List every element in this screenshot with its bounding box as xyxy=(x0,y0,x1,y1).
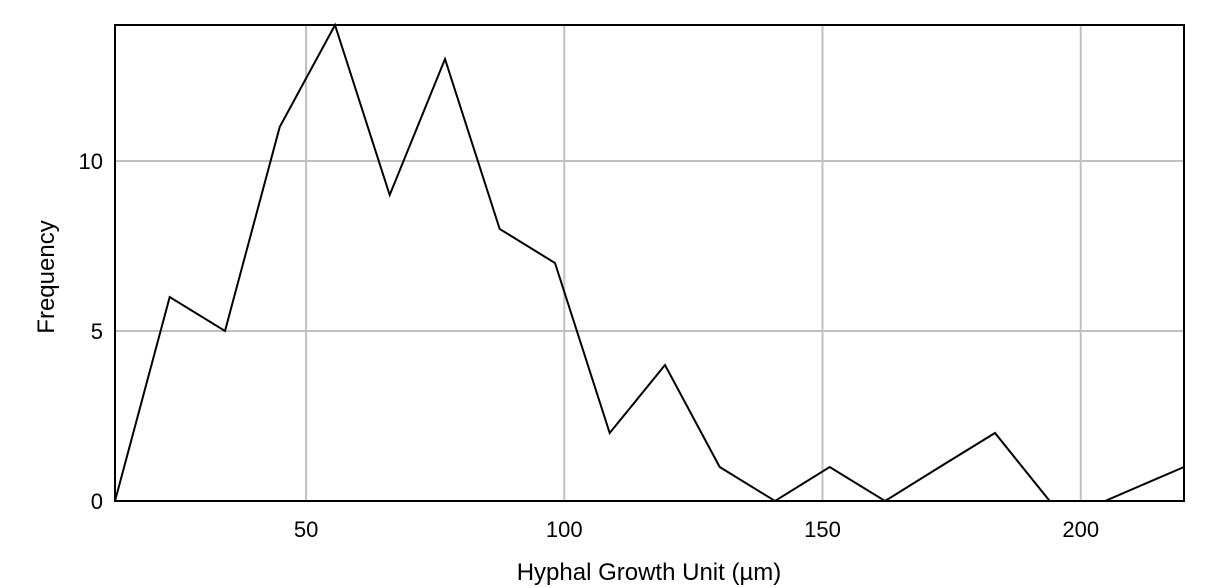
x-tick-label: 200 xyxy=(1062,517,1099,542)
plot-frame xyxy=(114,24,1185,502)
x-tick-label: 150 xyxy=(804,517,841,542)
data-points xyxy=(115,25,1184,501)
y-tick-label: 10 xyxy=(79,149,103,174)
x-tick-label: 100 xyxy=(546,517,583,542)
x-tick-labels: 50 100 150 200 xyxy=(294,517,1099,542)
y-tick-labels: 0 5 10 xyxy=(79,149,103,514)
series-line-frequency xyxy=(114,22,1185,503)
y-tick-label: 5 xyxy=(91,319,103,344)
x-tick-label: 50 xyxy=(294,517,318,542)
y-axis-label: Frequency xyxy=(33,220,60,333)
y-tick-label: 0 xyxy=(91,489,103,514)
grid-lines xyxy=(115,25,1184,501)
x-axis-label: Hyphal Growth Unit (µm) xyxy=(517,559,782,586)
